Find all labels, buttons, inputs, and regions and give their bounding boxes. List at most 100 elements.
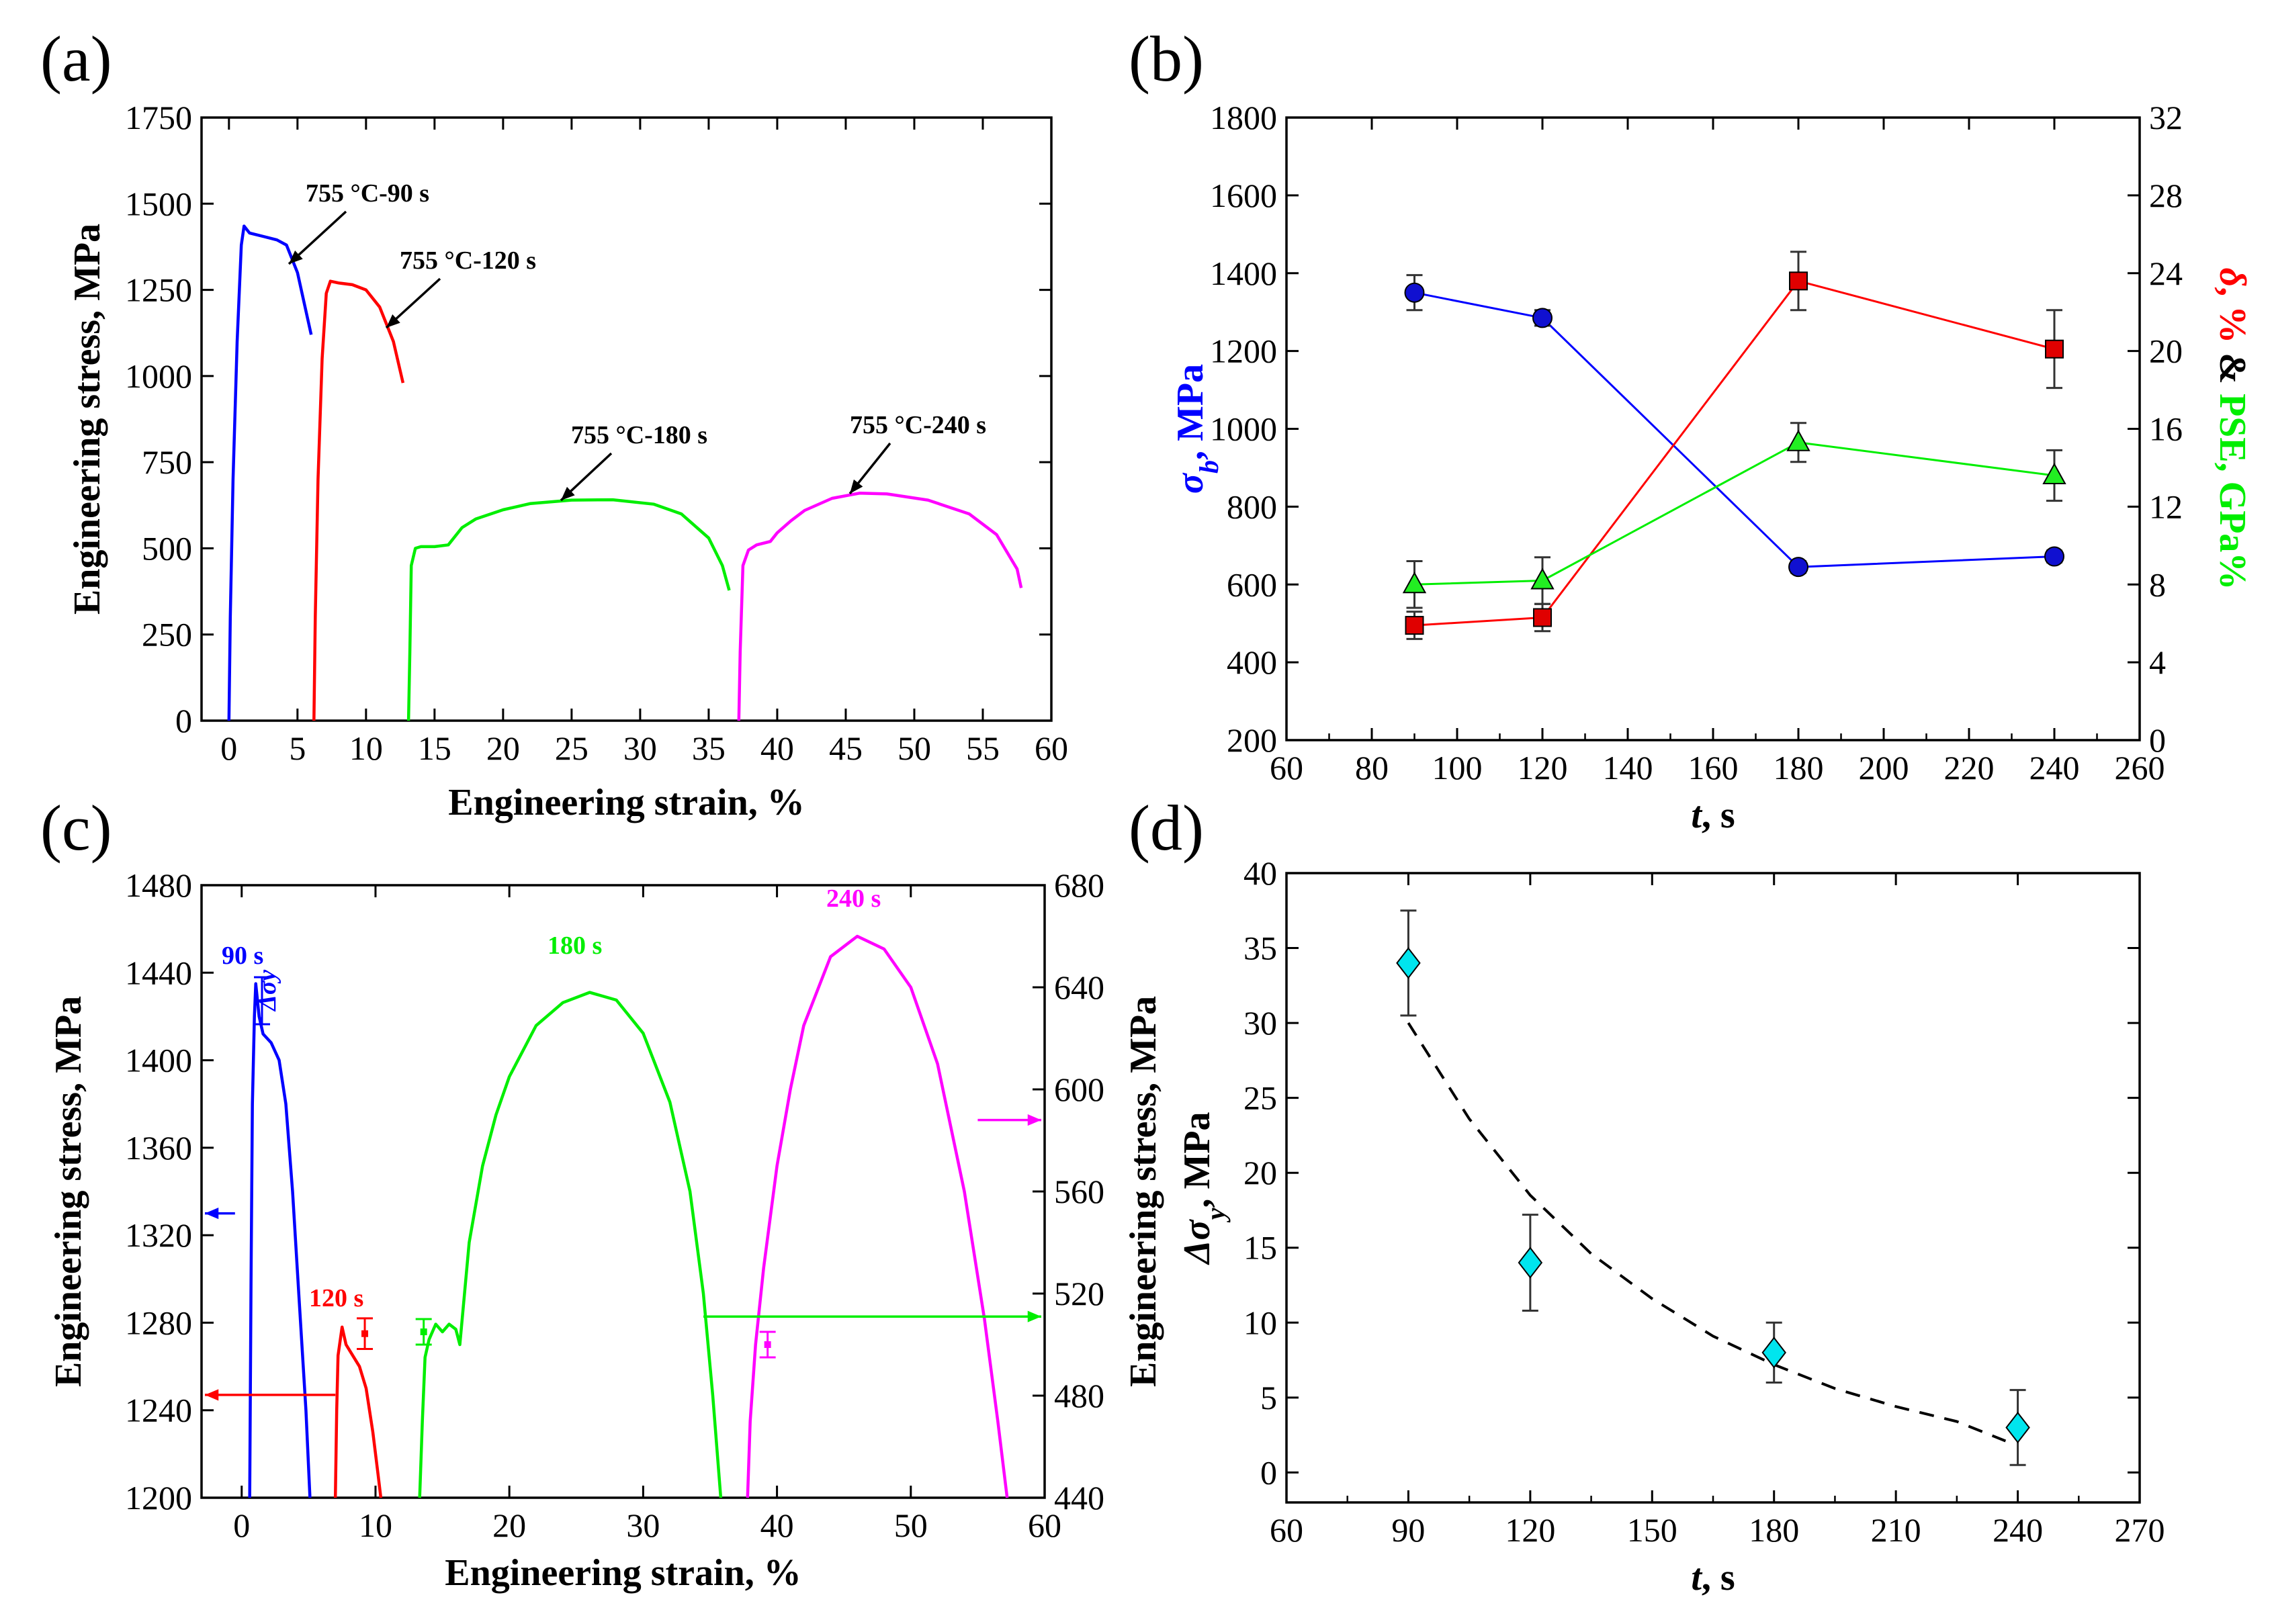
x-axis-d-tick-label: 240 xyxy=(1993,1511,2043,1549)
y-axis-d-tick-label: 10 xyxy=(1243,1304,1277,1341)
x-axis-title-a: Engineering strain, % xyxy=(448,782,804,823)
y-axis-b-left-tick-label: 600 xyxy=(1227,566,1277,603)
x-axis-b-tick-label: 80 xyxy=(1355,749,1389,786)
y-axis-a-tick-label: 0 xyxy=(175,702,192,739)
x-axis-a-tick-label: 50 xyxy=(898,729,931,767)
panel-label-c: (c) xyxy=(40,792,112,864)
y-axis-c-left-tick-label: 1360 xyxy=(125,1129,192,1167)
marker-diamond-d xyxy=(2005,1411,2030,1444)
y-axis-b-right-tick-label: 0 xyxy=(2149,721,2166,759)
x-axis-b-tick-label: 260 xyxy=(2115,749,2165,786)
y-axis-title-a: Engineering stress, MPa xyxy=(67,224,108,615)
x-axis-c-tick-label: 60 xyxy=(1028,1506,1061,1544)
series-line-c-2 xyxy=(333,1325,383,1498)
series-label-c-120s: 120 s xyxy=(309,1284,363,1312)
x-axis-c-tick-label: 20 xyxy=(492,1506,526,1544)
x-axis-a-tick-label: 20 xyxy=(486,729,520,767)
x-axis-title-d: t, s xyxy=(1691,1557,1735,1598)
panel-label-b: (b) xyxy=(1129,23,1204,95)
y-axis-b-left-tick-label: 1000 xyxy=(1210,410,1277,448)
panel-label-d: (d) xyxy=(1129,792,1204,864)
x-axis-a-tick-label: 35 xyxy=(692,729,726,767)
x-axis-b-tick-label: 60 xyxy=(1270,749,1303,786)
y-axis-c-left-tick-label: 1240 xyxy=(125,1392,192,1429)
y-axis-c-right-tick-label: 680 xyxy=(1054,866,1104,904)
series-line-c-3 xyxy=(418,991,723,1498)
x-axis-a-tick-label: 0 xyxy=(220,729,237,767)
x-axis-a-tick-label: 25 xyxy=(555,729,588,767)
annotation-arrow-a-4-head xyxy=(850,479,863,494)
marker-diamond-d xyxy=(1518,1247,1543,1279)
x-axis-d-tick-label: 210 xyxy=(1871,1511,1921,1549)
y-axis-a-tick-label: 250 xyxy=(142,616,192,653)
series-label-c-180s: 180 s xyxy=(548,932,602,960)
y-axis-c-right-tick-label: 480 xyxy=(1054,1377,1104,1414)
y-axis-a-tick-label: 1000 xyxy=(125,357,192,395)
plot-frame-b xyxy=(1285,116,2141,741)
y-axis-b-right-tick-label: 4 xyxy=(2149,643,2166,681)
x-axis-a-tick-label: 60 xyxy=(1035,729,1068,767)
y-axis-c-right-tick-label: 440 xyxy=(1054,1479,1104,1517)
error-marker-dot-c xyxy=(420,1328,427,1335)
y-axis-d-tick-label: 20 xyxy=(1243,1154,1277,1191)
marker-circle-b xyxy=(1532,308,1553,328)
annotation-a-3: 755 °C-180 s xyxy=(571,421,707,449)
marker-circle-b xyxy=(1788,557,1808,578)
series-line-b-1 xyxy=(1414,291,2055,568)
marker-square-b xyxy=(1789,271,1808,291)
y-axis-d-tick-label: 30 xyxy=(1243,1004,1277,1042)
x-axis-title-b: t, s xyxy=(1691,795,1735,836)
y-axis-c-right-tick-label: 640 xyxy=(1054,968,1104,1006)
y-axis-title-c-left: Engineering stress, MPa xyxy=(48,996,89,1387)
y-axis-d-tick-label: 40 xyxy=(1243,854,1277,892)
x-axis-c-tick-label: 40 xyxy=(760,1506,794,1544)
y-axis-c-left-tick-label: 1320 xyxy=(125,1216,192,1254)
series-label-c-240s: 240 s xyxy=(826,885,881,913)
x-axis-b-tick-label: 120 xyxy=(1518,749,1568,786)
y-axis-d-tick-label: 0 xyxy=(1260,1453,1277,1491)
x-axis-a-tick-label: 55 xyxy=(966,729,1000,767)
marker-square-b xyxy=(1405,616,1424,635)
annotation-a-2: 755 °C-120 s xyxy=(400,246,536,275)
y-axis-title-b-right: δ, % & PSE, GPa% xyxy=(2212,268,2253,590)
y-axis-d-tick-label: 35 xyxy=(1243,930,1277,967)
series-line-c-1 xyxy=(248,982,312,1498)
marker-circle-b xyxy=(2044,546,2064,567)
annotation-a-1: 755 °C-90 s xyxy=(306,179,429,208)
x-axis-a-tick-label: 15 xyxy=(418,729,451,767)
x-axis-b-tick-label: 160 xyxy=(1688,749,1739,786)
y-axis-d-tick-label: 5 xyxy=(1260,1379,1277,1416)
marker-diamond-d xyxy=(1396,947,1421,979)
marker-triangle-b xyxy=(1530,568,1555,590)
y-axis-b-left-tick-label: 1800 xyxy=(1210,99,1277,136)
y-axis-b-left-tick-label: 400 xyxy=(1227,643,1277,681)
y-axis-c-left-tick-label: 1480 xyxy=(125,866,192,904)
error-marker-dot-c xyxy=(764,1341,771,1348)
x-axis-b-tick-label: 180 xyxy=(1774,749,1824,786)
axis-arrow-c-240s-head xyxy=(1027,1114,1041,1126)
x-axis-a-tick-label: 45 xyxy=(829,729,863,767)
y-axis-title-d: Δσy, MPa xyxy=(1176,1112,1231,1265)
x-axis-a-tick-label: 5 xyxy=(289,729,306,767)
y-axis-c-left-tick-label: 1400 xyxy=(125,1042,192,1079)
y-axis-b-left-tick-label: 200 xyxy=(1227,721,1277,759)
y-axis-title-c-right: Engineering stress, MPa xyxy=(1123,996,1164,1387)
x-axis-b-tick-label: 140 xyxy=(1603,749,1653,786)
x-axis-b-tick-label: 200 xyxy=(1859,749,1909,786)
x-axis-c-tick-label: 30 xyxy=(626,1506,660,1544)
annotation-a-4: 755 °C-240 s xyxy=(850,411,986,439)
y-axis-a-tick-label: 1500 xyxy=(125,185,192,222)
plot-frame-c xyxy=(200,884,1046,1499)
annotation-arrow-a-1-head xyxy=(289,250,303,264)
y-axis-b-right-tick-label: 8 xyxy=(2149,566,2166,603)
x-axis-a-tick-label: 40 xyxy=(760,729,794,767)
y-axis-b-right-tick-label: 20 xyxy=(2149,332,2183,370)
y-axis-a-tick-label: 1750 xyxy=(125,99,192,136)
series-line-a-4 xyxy=(737,492,1023,721)
x-axis-a-tick-label: 10 xyxy=(349,729,383,767)
y-axis-b-right-tick-label: 12 xyxy=(2149,488,2183,525)
y-axis-b-left-tick-label: 1400 xyxy=(1210,255,1277,292)
y-axis-b-right-tick-label: 24 xyxy=(2149,255,2183,292)
series-label-c-90s: 90 s xyxy=(222,942,263,970)
